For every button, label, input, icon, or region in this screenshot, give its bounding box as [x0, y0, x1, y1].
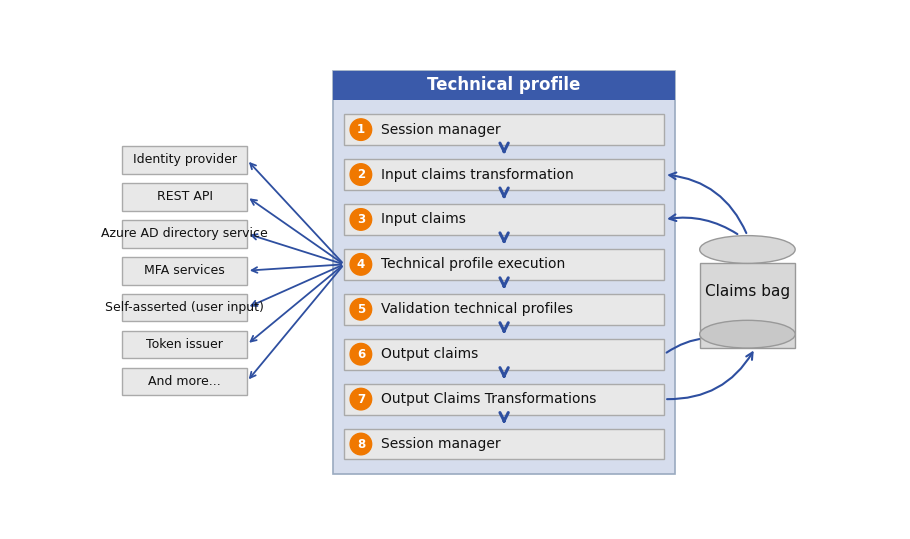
FancyBboxPatch shape — [122, 220, 247, 247]
Text: Technical profile execution: Technical profile execution — [381, 257, 565, 271]
FancyBboxPatch shape — [344, 114, 664, 145]
Text: And more...: And more... — [148, 375, 221, 388]
FancyBboxPatch shape — [122, 294, 247, 321]
Text: Input claims: Input claims — [381, 212, 466, 226]
Circle shape — [350, 388, 371, 410]
FancyBboxPatch shape — [122, 146, 247, 174]
FancyBboxPatch shape — [333, 71, 675, 100]
Circle shape — [350, 299, 371, 320]
FancyBboxPatch shape — [344, 339, 664, 370]
FancyBboxPatch shape — [344, 204, 664, 235]
Text: REST API: REST API — [157, 190, 213, 203]
Circle shape — [350, 209, 371, 230]
Text: Azure AD directory service: Azure AD directory service — [101, 227, 268, 240]
Circle shape — [350, 433, 371, 455]
Text: Output Claims Transformations: Output Claims Transformations — [381, 392, 596, 406]
Text: Self-asserted (user input): Self-asserted (user input) — [106, 301, 264, 314]
Text: Output claims: Output claims — [381, 347, 478, 361]
FancyBboxPatch shape — [122, 331, 247, 358]
FancyBboxPatch shape — [122, 183, 247, 211]
Text: Session manager: Session manager — [381, 122, 500, 136]
FancyBboxPatch shape — [122, 257, 247, 285]
Circle shape — [350, 343, 371, 365]
FancyBboxPatch shape — [344, 294, 664, 324]
FancyBboxPatch shape — [700, 264, 795, 348]
Text: Technical profile: Technical profile — [428, 77, 581, 94]
Text: Session manager: Session manager — [381, 437, 500, 451]
Text: Claims bag: Claims bag — [705, 285, 790, 299]
Text: Input claims transformation: Input claims transformation — [381, 168, 573, 182]
Text: MFA services: MFA services — [144, 264, 225, 277]
Ellipse shape — [700, 236, 795, 264]
FancyBboxPatch shape — [333, 71, 675, 474]
Text: 3: 3 — [357, 213, 365, 226]
Text: 7: 7 — [357, 392, 365, 406]
Circle shape — [350, 253, 371, 275]
FancyBboxPatch shape — [122, 368, 247, 396]
FancyBboxPatch shape — [344, 429, 664, 459]
Text: 8: 8 — [357, 438, 365, 451]
Text: 5: 5 — [357, 303, 365, 316]
Text: 2: 2 — [357, 168, 365, 181]
FancyBboxPatch shape — [344, 384, 664, 414]
Text: Validation technical profiles: Validation technical profiles — [381, 302, 573, 316]
FancyBboxPatch shape — [344, 159, 664, 190]
Text: 4: 4 — [357, 258, 365, 271]
Text: Identity provider: Identity provider — [133, 153, 237, 166]
Ellipse shape — [700, 320, 795, 348]
Text: Token issuer: Token issuer — [147, 338, 223, 351]
FancyBboxPatch shape — [344, 249, 664, 280]
Circle shape — [350, 164, 371, 185]
Text: 6: 6 — [357, 348, 365, 361]
Text: 1: 1 — [357, 123, 365, 136]
Circle shape — [350, 119, 371, 140]
